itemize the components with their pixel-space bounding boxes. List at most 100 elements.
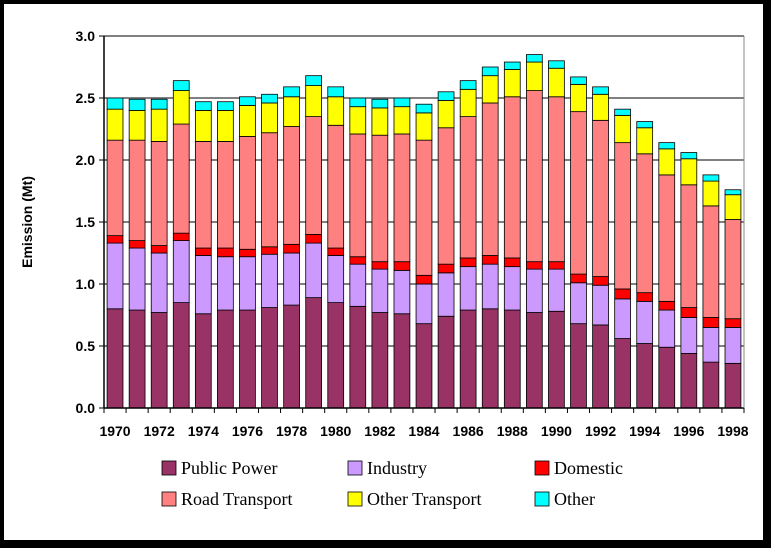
bar-segment-domestic bbox=[548, 261, 565, 270]
y-axis-title: Emission (Mt) bbox=[19, 176, 35, 268]
bar-segment-other-transport bbox=[349, 106, 367, 135]
bar-segment-other bbox=[194, 101, 212, 111]
bar-segment-domestic bbox=[172, 232, 190, 242]
bar-segment-industry bbox=[349, 263, 367, 307]
bar-segment-other bbox=[570, 76, 587, 85]
x-tick-label: 1986 bbox=[453, 423, 484, 439]
legend-label: Other bbox=[554, 489, 595, 509]
bar-segment-domestic bbox=[106, 235, 124, 244]
x-tick-label: 1974 bbox=[188, 423, 219, 439]
bar-segment-public-power bbox=[658, 346, 676, 409]
bar-segment-domestic bbox=[393, 261, 411, 271]
bar-segment-other bbox=[283, 86, 300, 98]
bar-segment-industry bbox=[283, 252, 300, 306]
x-tick-label: 1992 bbox=[585, 423, 616, 439]
bar-segment-other-transport bbox=[680, 158, 698, 186]
bar-segment-industry bbox=[393, 269, 411, 315]
bar-segment-industry bbox=[217, 256, 234, 311]
x-tick-label: 1976 bbox=[232, 423, 263, 439]
bar-segment-industry bbox=[503, 266, 521, 311]
bar-segment-other bbox=[481, 66, 499, 77]
bar-segment-other-transport bbox=[548, 67, 565, 98]
bar-segment-other bbox=[415, 103, 433, 114]
bar-segment-road-transport bbox=[327, 124, 345, 249]
bar-segment-public-power bbox=[702, 361, 720, 409]
bar-segment-other-transport bbox=[658, 148, 676, 176]
legend-item: Public Power bbox=[161, 458, 278, 478]
x-tick-label: 1982 bbox=[364, 423, 395, 439]
bar-segment-road-transport bbox=[437, 127, 455, 265]
bar-segment-public-power bbox=[106, 308, 124, 409]
legend-label: Domestic bbox=[554, 458, 623, 478]
chart-frame: 0.0 0.5 1.0 1.5 2.0 2.5 3.0 1970 1972 1974 1976 197… bbox=[4, 4, 763, 540]
bar-segment-public-power bbox=[459, 309, 477, 409]
bar-segment-road-transport bbox=[150, 140, 168, 246]
bar-segment-public-power bbox=[172, 302, 190, 409]
x-tick-label: 1972 bbox=[144, 423, 175, 439]
bar-segment-domestic bbox=[150, 245, 168, 254]
bar-segment-industry bbox=[128, 247, 146, 311]
bar-segment-other bbox=[327, 86, 345, 98]
bar-segment-domestic bbox=[283, 243, 300, 254]
bar-segment-industry bbox=[459, 266, 477, 311]
bar-segment-domestic bbox=[305, 233, 323, 244]
bar-segment-industry bbox=[415, 283, 433, 325]
y-tick-label: 3.0 bbox=[76, 28, 96, 44]
bar-segment-road-transport bbox=[459, 116, 477, 259]
x-tick-label: 1984 bbox=[408, 423, 439, 439]
bar-segment-road-transport bbox=[349, 133, 367, 258]
bar-segment-industry bbox=[658, 309, 676, 348]
legend-swatch bbox=[161, 491, 177, 507]
bar-segment-road-transport bbox=[305, 116, 323, 235]
bar-segment-public-power bbox=[636, 343, 654, 409]
bar-segment-other-transport bbox=[393, 106, 411, 135]
bar-segment-road-transport bbox=[614, 142, 631, 290]
bar-segment-other-transport bbox=[239, 105, 256, 137]
bar-segment-road-transport bbox=[194, 140, 212, 249]
legend-swatch bbox=[534, 491, 550, 507]
bar-segment-industry bbox=[636, 300, 654, 344]
bar-segment-domestic bbox=[636, 292, 654, 302]
bar-segment-road-transport bbox=[393, 133, 411, 263]
legend-item: Domestic bbox=[534, 458, 623, 478]
y-tick-label: 0.0 bbox=[76, 400, 96, 416]
bar-segment-other-transport bbox=[128, 110, 146, 141]
bar-segment-other bbox=[526, 54, 543, 63]
x-tick-label: 1970 bbox=[99, 423, 130, 439]
bar-segment-domestic bbox=[239, 248, 256, 258]
legend-swatch bbox=[347, 491, 363, 507]
bar-segment-other-transport bbox=[217, 110, 234, 142]
bar-segment-other-transport bbox=[371, 107, 389, 136]
y-tick-label: 1.5 bbox=[76, 214, 96, 230]
bar-segment-domestic bbox=[658, 300, 676, 311]
bar-segment-road-transport bbox=[415, 139, 433, 276]
bar-segment-public-power bbox=[503, 309, 521, 409]
bar-segment-other bbox=[636, 121, 654, 129]
x-tick-label: 1994 bbox=[629, 423, 660, 439]
x-tick-label: 1978 bbox=[276, 423, 307, 439]
stacked-bar-chart: 0.0 0.5 1.0 1.5 2.0 2.5 3.0 1970 1972 1974 1976 197… bbox=[19, 28, 749, 509]
bar-segment-industry bbox=[194, 255, 212, 315]
bar-segment-public-power bbox=[570, 323, 587, 409]
bar-segment-industry bbox=[261, 253, 278, 308]
bar-segment-industry bbox=[548, 268, 565, 312]
bar-segment-road-transport bbox=[702, 205, 720, 318]
bar-segment-other-transport bbox=[327, 96, 345, 126]
bar-segment-other bbox=[305, 75, 323, 87]
bar-segment-public-power bbox=[239, 309, 256, 409]
bar-segment-domestic bbox=[327, 247, 345, 256]
bar-segment-industry bbox=[327, 255, 345, 303]
y-tick-label: 1.0 bbox=[76, 276, 96, 292]
x-tick-label: 1996 bbox=[673, 423, 704, 439]
bar-segment-public-power bbox=[393, 313, 411, 409]
bar-segment-domestic bbox=[481, 255, 499, 265]
legend-item: Industry bbox=[347, 458, 427, 478]
bar-segment-industry bbox=[702, 326, 720, 363]
legend-item: Other Transport bbox=[347, 489, 482, 509]
bar-segment-other-transport bbox=[702, 180, 720, 207]
bar-segment-other-transport bbox=[636, 127, 654, 155]
bar-segment-public-power bbox=[415, 323, 433, 409]
bar-segment-industry bbox=[239, 256, 256, 311]
legend-item: Other bbox=[534, 489, 595, 509]
bar-segment-public-power bbox=[548, 310, 565, 409]
